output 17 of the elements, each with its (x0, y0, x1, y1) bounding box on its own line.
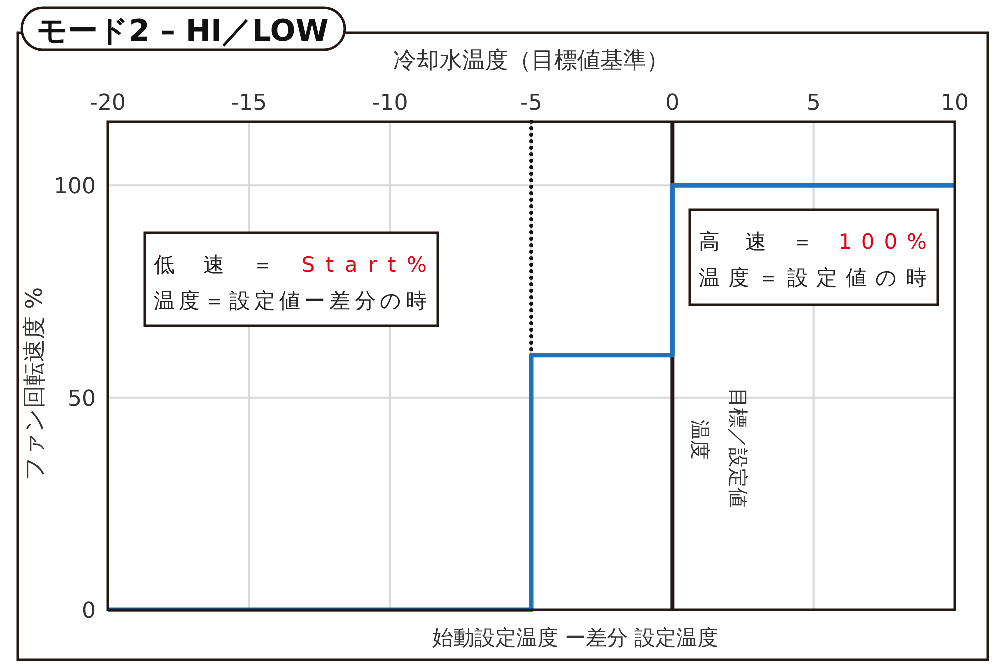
x-tick-label: 10 (941, 91, 969, 116)
x-tick-label: -10 (372, 91, 408, 116)
x-tick-label: -20 (90, 91, 126, 116)
x-axis-title: 冷却水温度（目標値基準） (394, 48, 670, 74)
x-tick-label: -15 (231, 91, 268, 116)
ref-line-label: 目標／設定値温度 (688, 388, 751, 508)
y-tick-label: 100 (54, 174, 96, 200)
chart-title: モード2 – HI／LOW (37, 14, 329, 49)
x-tick-label: 5 (806, 91, 821, 116)
y-tick-label: 0 (82, 599, 96, 624)
y-tick-label: 50 (68, 386, 96, 412)
y-axis-title: ファン回転速度 % (22, 287, 48, 481)
text: 始動設定温度 ー差分 設定温度 (432, 626, 719, 650)
x-tick-label: -5 (520, 91, 542, 116)
text: 低 速 ＝ Start% 温度＝設定値ー差分の時 (154, 253, 427, 313)
x-tick-label: 0 (666, 91, 680, 116)
text: 高 速 ＝ 100% 温度＝設定値の時 (699, 230, 927, 290)
